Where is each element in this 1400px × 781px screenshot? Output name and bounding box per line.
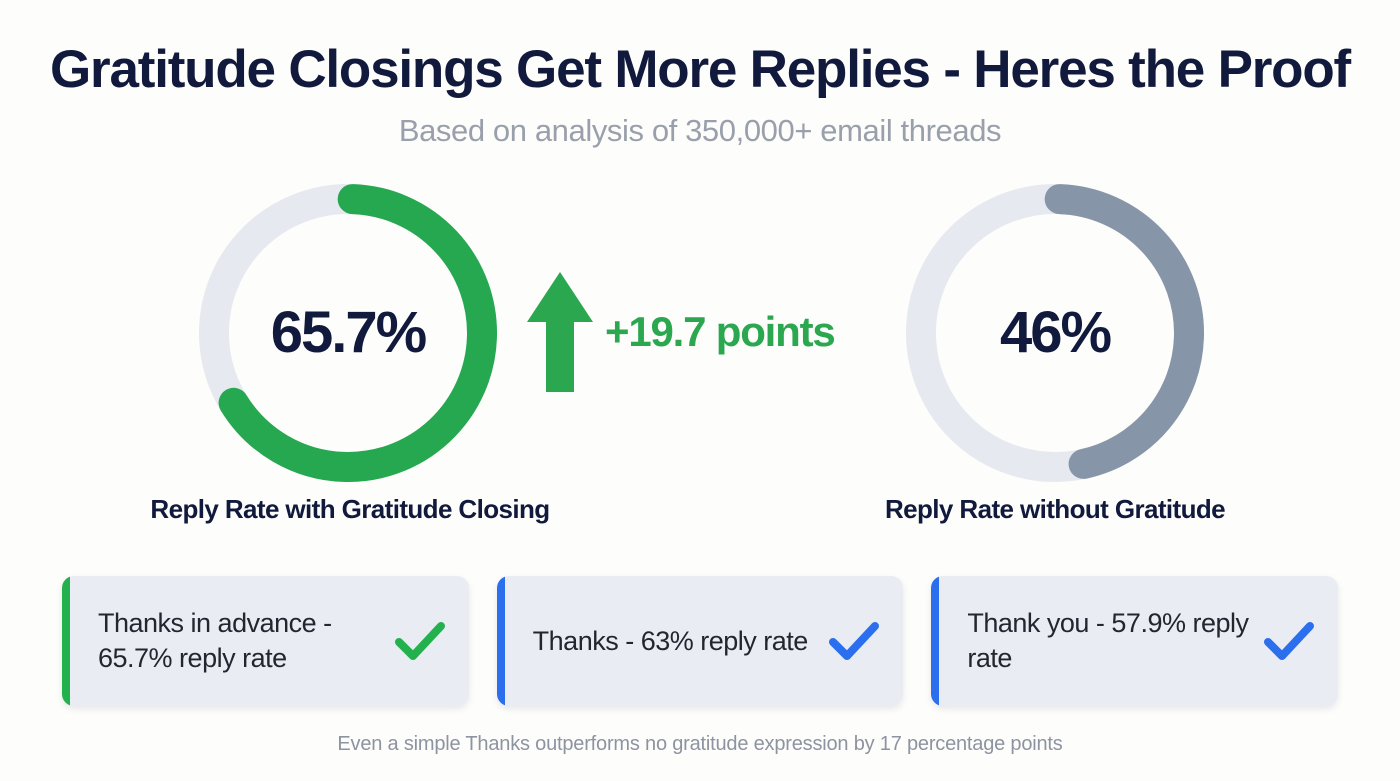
phrase-card: Thanks in advance - 65.7% reply rate	[62, 576, 469, 706]
header: Gratitude Closings Get More Replies - He…	[0, 42, 1400, 148]
donut-arc-left	[198, 183, 497, 482]
donut-value-left: 65.7%	[270, 300, 427, 365]
page-subtitle: Based on analysis of 350,000+ email thre…	[398, 112, 1002, 148]
card-label: Thank you - 57.9% reply rate	[967, 608, 1249, 673]
card-label: Thanks in advance - 65.7% reply rate	[98, 608, 332, 673]
donut-center-right: 46%	[905, 183, 1205, 483]
donut-gauge-left-svg	[198, 183, 497, 482]
arrow-up-icon	[527, 272, 593, 392]
donut-chart-without-gratitude: 46%	[905, 183, 1205, 483]
donut-arc-right	[906, 183, 1204, 482]
footer-note: Even a simple Thanks outperforms no grat…	[337, 733, 1063, 755]
delta-label: +19.7 points	[605, 308, 836, 355]
phrase-card: Thank you - 57.9% reply rate	[931, 576, 1339, 706]
phrase-card: Thanks - 63% reply rate	[496, 576, 904, 706]
card-accent-bar	[931, 576, 940, 706]
check-icon	[394, 622, 445, 660]
page-title: Gratitude Closings Get More Replies - He…	[50, 40, 1351, 99]
card-accent-bar	[496, 576, 505, 706]
donut-chart-with-gratitude: 65.7%	[198, 183, 498, 483]
delta-indicator: +19.7 points	[525, 262, 885, 402]
card-label: Thanks - 63% reply rate	[532, 625, 809, 656]
donut-caption-left: Reply Rate with Gratitude Closing	[150, 494, 550, 524]
check-icon	[829, 622, 880, 660]
donut-caption-right: Reply Rate without Gratitude	[884, 494, 1226, 524]
phrase-card-list: Thanks in advance - 65.7% reply rate Tha…	[62, 576, 1339, 706]
card-accent-bar	[62, 576, 70, 706]
donut-center-left: 65.7%	[198, 183, 498, 483]
donut-value-right: 46%	[999, 300, 1112, 365]
check-icon	[1264, 622, 1315, 660]
donut-gauge-right-svg	[906, 183, 1204, 482]
